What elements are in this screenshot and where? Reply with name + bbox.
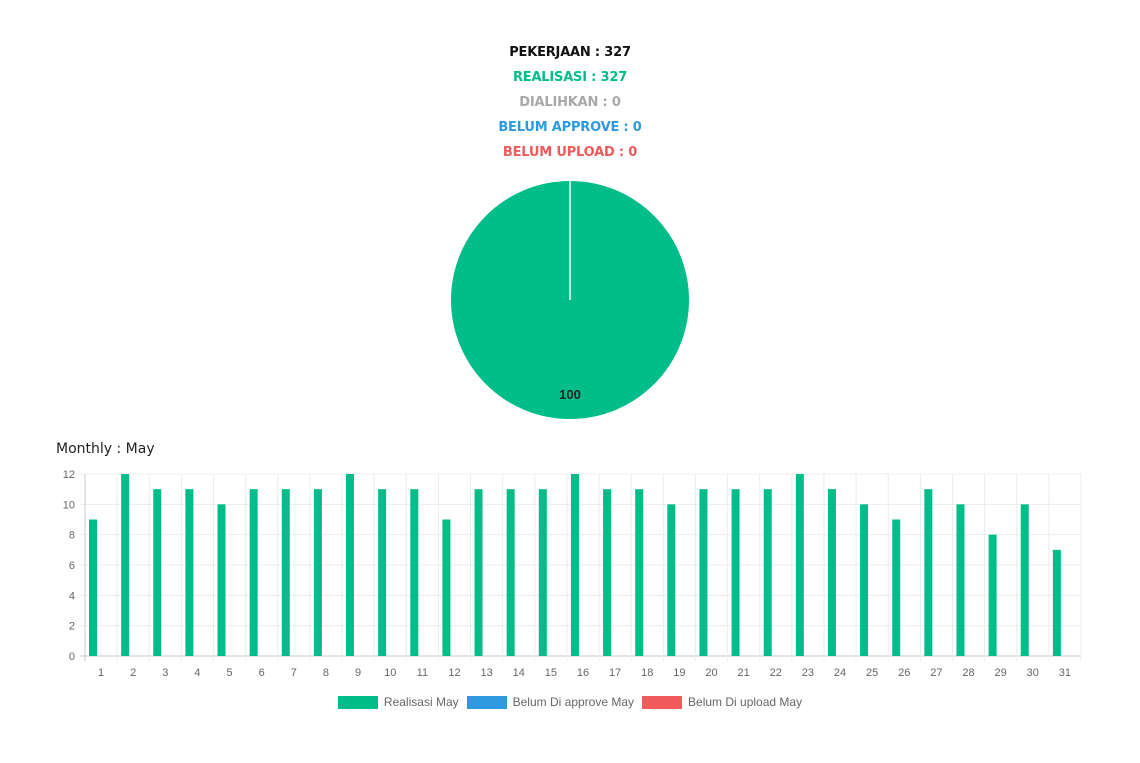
bar-realisasi-10[interactable] xyxy=(378,489,387,656)
bar-realisasi-27[interactable] xyxy=(924,489,933,656)
x-tick-label: 18 xyxy=(641,667,653,679)
x-tick-label: 22 xyxy=(770,667,782,679)
bar-realisasi-24[interactable] xyxy=(827,489,836,656)
legend-item-belum-approve[interactable]: Belum Di approve May xyxy=(466,695,635,709)
bar-realisasi-28[interactable] xyxy=(956,504,965,656)
x-tick-label: 11 xyxy=(417,667,428,679)
bar-realisasi-4[interactable] xyxy=(185,489,194,656)
x-tick-label: 2 xyxy=(130,667,136,679)
x-tick-label: 29 xyxy=(995,667,1007,679)
bar-realisasi-15[interactable] xyxy=(538,489,547,656)
x-tick-label: 17 xyxy=(609,667,621,679)
x-tick-label: 12 xyxy=(448,667,460,679)
x-tick-label: 6 xyxy=(259,667,265,679)
bar-realisasi-11[interactable] xyxy=(410,489,419,656)
bar-realisasi-20[interactable] xyxy=(699,489,708,656)
bar-realisasi-5[interactable] xyxy=(217,504,226,656)
bar-realisasi-30[interactable] xyxy=(1020,504,1029,656)
legend-item-belum-upload[interactable]: Belum Di upload May xyxy=(642,695,802,709)
legend-swatch-realisasi xyxy=(337,695,378,709)
bar-realisasi-14[interactable] xyxy=(506,489,515,656)
x-tick-label: 15 xyxy=(545,667,557,679)
bar-realisasi-3[interactable] xyxy=(153,489,162,656)
bar-realisasi-22[interactable] xyxy=(763,489,772,656)
pie-chart[interactable]: 100 xyxy=(440,170,700,430)
bar-realisasi-8[interactable] xyxy=(313,489,322,656)
x-tick-label: 23 xyxy=(802,667,814,679)
x-tick-label: 4 xyxy=(194,667,200,679)
x-tick-label: 27 xyxy=(930,667,942,679)
bar-realisasi-31[interactable] xyxy=(1052,549,1061,656)
bar-realisasi-1[interactable] xyxy=(89,519,97,657)
x-tick-label: 1 xyxy=(98,667,104,679)
bar-realisasi-13[interactable] xyxy=(474,489,483,656)
x-tick-label: 25 xyxy=(866,667,878,679)
pekerjaan-count: PEKERJAAN : 327 xyxy=(509,45,631,60)
bar-realisasi-6[interactable] xyxy=(249,489,258,656)
x-tick-label: 26 xyxy=(898,667,910,679)
belum-approve-count: BELUM APPROVE : 0 xyxy=(498,120,642,135)
x-tick-label: 21 xyxy=(738,667,750,679)
x-tick-label: 10 xyxy=(384,667,396,679)
legend-swatch-belum-approve xyxy=(466,695,507,709)
y-tick-label: 8 xyxy=(69,530,75,542)
x-tick-label: 20 xyxy=(705,667,717,679)
realisasi-count: REALISASI : 327 xyxy=(512,70,628,85)
x-tick-label: 5 xyxy=(227,667,233,679)
bar-realisasi-19[interactable] xyxy=(667,504,676,656)
bar-realisasi-29[interactable] xyxy=(988,534,997,656)
x-tick-label: 31 xyxy=(1059,667,1071,679)
bar-realisasi-18[interactable] xyxy=(635,489,644,656)
bar-realisasi-17[interactable] xyxy=(603,489,612,656)
x-tick-label: 3 xyxy=(162,667,168,679)
y-tick-label: 6 xyxy=(69,560,75,572)
x-tick-label: 19 xyxy=(673,667,685,679)
y-tick-label: 4 xyxy=(69,590,75,602)
y-tick-label: 12 xyxy=(63,469,75,481)
x-tick-label: 24 xyxy=(834,667,846,679)
y-tick-label: 0 xyxy=(69,651,75,663)
monthly-title: Monthly : May xyxy=(56,441,155,457)
legend-swatch-belum-upload xyxy=(642,695,683,709)
bar-realisasi-2[interactable] xyxy=(121,474,130,656)
legend-label-realisasi: Realisasi May xyxy=(383,695,459,709)
legend-label-belum-approve: Belum Di approve May xyxy=(512,695,635,709)
x-tick-label: 28 xyxy=(962,667,974,679)
x-tick-label: 7 xyxy=(291,667,297,679)
chart-legend: Realisasi May Belum Di approve May Belum… xyxy=(0,695,1140,709)
dialihkan-count: DIALIHKAN : 0 xyxy=(519,95,621,110)
bar-realisasi-23[interactable] xyxy=(795,474,804,656)
bar-realisasi-26[interactable] xyxy=(892,519,901,657)
x-tick-label: 14 xyxy=(513,667,525,679)
belum-upload-count: BELUM UPLOAD : 0 xyxy=(502,145,638,160)
legend-item-realisasi[interactable]: Realisasi May xyxy=(337,695,459,709)
bar-realisasi-25[interactable] xyxy=(860,504,869,656)
x-tick-label: 30 xyxy=(1027,667,1039,679)
legend-label-belum-upload: Belum Di upload May xyxy=(688,695,803,709)
x-tick-label: 8 xyxy=(323,667,329,679)
x-tick-label: 16 xyxy=(577,667,589,679)
bar-realisasi-12[interactable] xyxy=(442,519,451,657)
bar-realisasi-21[interactable] xyxy=(731,489,740,656)
bar-realisasi-7[interactable] xyxy=(281,489,290,656)
summary-panel: PEKERJAAN : 327 REALISASI : 327 DIALIHKA… xyxy=(0,40,1140,165)
y-tick-label: 2 xyxy=(69,621,75,633)
x-tick-label: 9 xyxy=(355,667,361,679)
pie-data-label: 100 xyxy=(559,387,581,402)
x-tick-label: 13 xyxy=(480,667,492,679)
y-tick-label: 10 xyxy=(63,499,75,511)
bar-realisasi-16[interactable] xyxy=(570,474,579,656)
bar-realisasi-9[interactable] xyxy=(346,474,355,656)
